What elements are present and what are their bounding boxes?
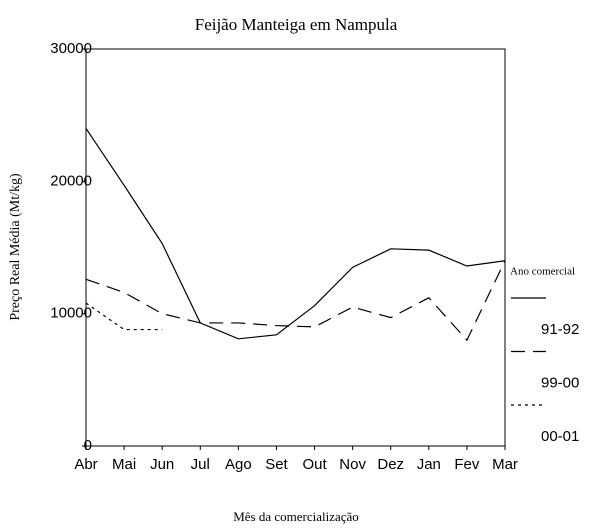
x-tick-label: Dez — [377, 456, 404, 473]
x-tick-label: Jun — [150, 456, 174, 473]
y-axis-label: Preço Real Média (Mt/kg) — [8, 173, 23, 321]
x-tick-label: Jan — [417, 456, 441, 473]
x-tick-label: Fev — [454, 456, 480, 473]
plot-frame — [85, 48, 506, 447]
legend-label: 91-92 — [541, 321, 579, 338]
x-tick-label: Nov — [339, 456, 366, 473]
x-tick-label: Set — [265, 456, 288, 473]
y-tick-label: 20000 — [50, 172, 92, 189]
x-tick-label: Mar — [492, 456, 518, 473]
legend-title: Ano comercial — [510, 266, 575, 278]
x-tick-label: Mai — [112, 456, 136, 473]
y-tick-label: 0 — [84, 437, 92, 454]
x-tick-label: Abr — [74, 456, 97, 473]
series-line — [85, 260, 506, 342]
legend-label: 99-00 — [541, 374, 579, 391]
x-tick-label: Jul — [191, 456, 210, 473]
x-tick-label: Ago — [225, 456, 252, 473]
series-line — [85, 302, 163, 331]
y-tick-label: 10000 — [50, 305, 92, 322]
x-axis-label: Mês da comercialização — [233, 509, 359, 524]
x-tick-label: Out — [302, 456, 327, 473]
y-tick-label: 30000 — [50, 40, 92, 57]
chart-title: Feijão Manteiga em Nampula — [195, 15, 398, 34]
legend-label: 00-01 — [541, 428, 579, 445]
series-line — [85, 128, 506, 340]
